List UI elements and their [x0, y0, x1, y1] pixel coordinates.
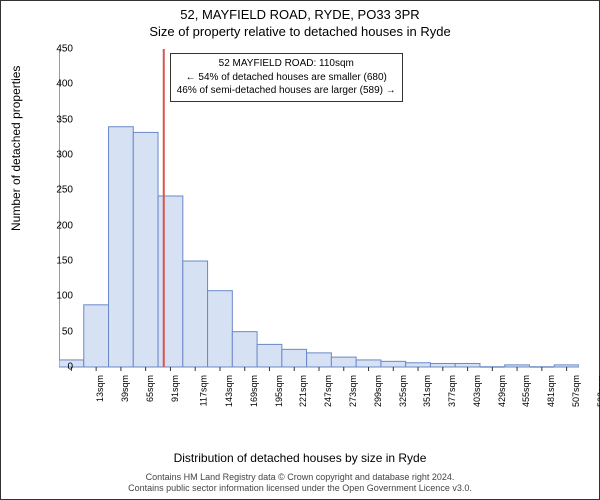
xtick-label: 481sqm	[546, 375, 556, 407]
xtick-label: 247sqm	[323, 375, 333, 407]
attribution-line1: Contains HM Land Registry data © Crown c…	[1, 472, 599, 484]
xtick-label: 429sqm	[497, 375, 507, 407]
ytick-label: 50	[43, 326, 73, 337]
chart-container: 52, MAYFIELD ROAD, RYDE, PO33 3PR Size o…	[0, 0, 600, 500]
xtick-label: 325sqm	[398, 375, 408, 407]
xtick-label: 351sqm	[422, 375, 432, 407]
ytick-label: 200	[43, 220, 73, 231]
xtick-label: 117sqm	[199, 375, 209, 406]
xtick-label: 403sqm	[472, 375, 482, 407]
y-axis-label: Number of detached properties	[9, 66, 23, 231]
annotation-line3: 46% of semi-detached houses are larger (…	[177, 84, 396, 98]
ytick-label: 100	[43, 291, 73, 302]
ytick-label: 0	[43, 362, 73, 373]
attribution: Contains HM Land Registry data © Crown c…	[1, 472, 599, 495]
xtick-label: 377sqm	[447, 375, 457, 407]
xtick-label: 221sqm	[299, 375, 309, 407]
ytick-label: 250	[43, 185, 73, 196]
xtick-label: 195sqm	[274, 375, 284, 407]
ytick-label: 350	[43, 114, 73, 125]
ytick-label: 400	[43, 79, 73, 90]
plot-svg	[59, 49, 579, 419]
xtick-label: 455sqm	[521, 375, 531, 407]
chart-title-line1: 52, MAYFIELD ROAD, RYDE, PO33 3PR	[1, 7, 599, 22]
xtick-label: 143sqm	[224, 375, 234, 407]
xtick-label: 299sqm	[373, 375, 383, 407]
ytick-label: 450	[43, 44, 73, 55]
xtick-label: 533sqm	[596, 375, 600, 407]
xtick-label: 39sqm	[120, 375, 130, 402]
xtick-label: 273sqm	[348, 375, 358, 407]
x-axis-label: Distribution of detached houses by size …	[1, 451, 599, 465]
annotation-line2: ← 54% of detached houses are smaller (68…	[177, 71, 396, 85]
chart-title-line2: Size of property relative to detached ho…	[1, 24, 599, 39]
ytick-label: 300	[43, 150, 73, 161]
annotation-box: 52 MAYFIELD ROAD: 110sqm ← 54% of detach…	[170, 53, 403, 102]
xtick-label: 91sqm	[170, 375, 180, 402]
chart-area	[59, 49, 579, 419]
attribution-line2: Contains public sector information licen…	[1, 483, 599, 495]
ytick-label: 150	[43, 256, 73, 267]
xtick-label: 169sqm	[249, 375, 259, 407]
annotation-line1: 52 MAYFIELD ROAD: 110sqm	[177, 57, 396, 71]
xtick-label: 65sqm	[145, 375, 155, 402]
xtick-label: 507sqm	[571, 375, 581, 407]
xtick-label: 13sqm	[95, 375, 105, 402]
